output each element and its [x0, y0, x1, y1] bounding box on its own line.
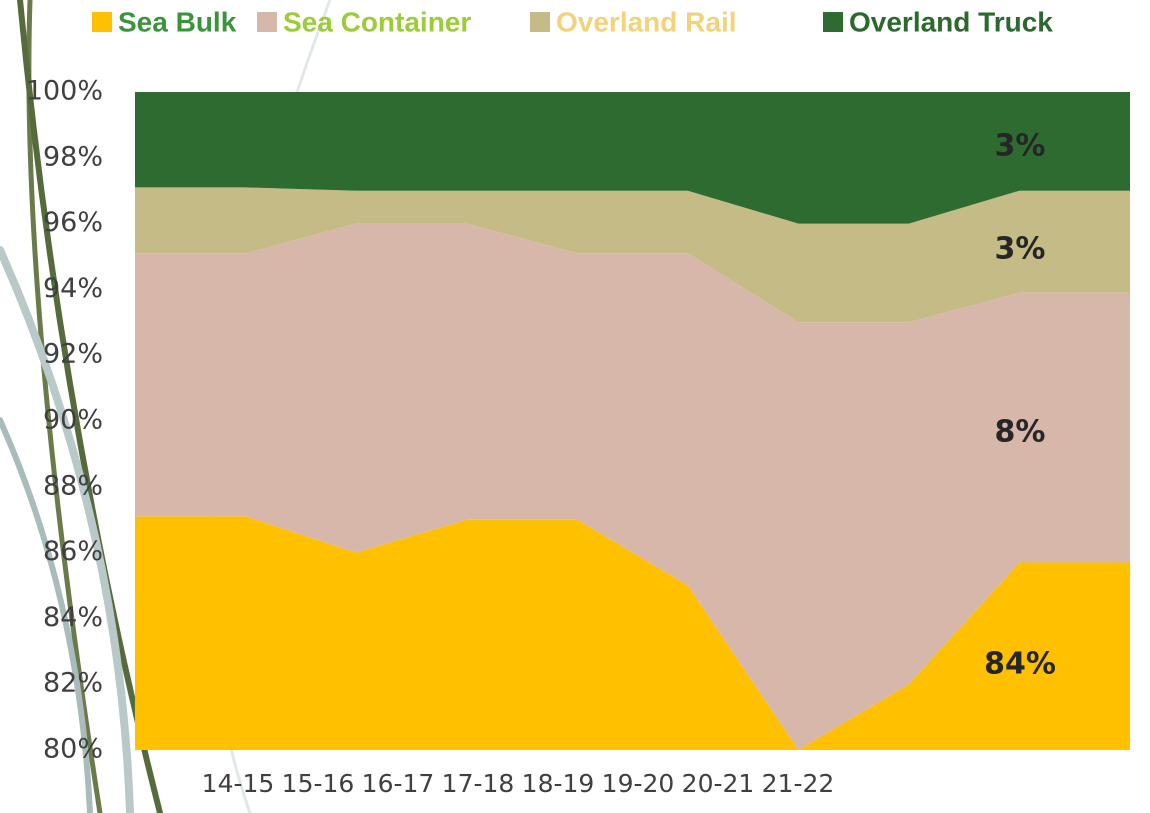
y-tick-label: 90% [43, 405, 103, 436]
x-tick-label: 15-16 [282, 769, 355, 798]
legend-label: Overland Truck [849, 6, 1053, 37]
legend-swatch [530, 12, 550, 32]
annotation: 3% [995, 232, 1046, 267]
y-tick-label: 98% [43, 141, 103, 172]
x-tick-label: 21-22 [762, 769, 835, 798]
y-tick-label: 96% [43, 207, 103, 238]
annotation: 3% [995, 129, 1046, 164]
chart: 80%82%84%86%88%90%92%94%96%98%100%14-151… [0, 0, 1150, 813]
legend-swatch [92, 12, 112, 32]
x-tick-label: 18-19 [522, 769, 595, 798]
y-tick-label: 84% [43, 602, 103, 633]
x-tick-label: 20-21 [682, 769, 755, 798]
y-tick-label: 92% [43, 339, 103, 370]
annotation: 8% [995, 415, 1046, 450]
legend-swatch [257, 12, 277, 32]
annotation: 84% [984, 647, 1056, 682]
legend-swatch [823, 12, 843, 32]
legend-label: Sea Container [283, 6, 471, 37]
y-tick-label: 88% [43, 470, 103, 501]
y-tick-label: 100% [26, 76, 103, 107]
x-tick-label: 17-18 [442, 769, 515, 798]
y-tick-label: 80% [43, 734, 103, 765]
y-tick-label: 94% [43, 273, 103, 304]
plot-area [135, 92, 1130, 755]
legend-label: Sea Bulk [118, 6, 237, 37]
legend-label: Overland Rail [556, 6, 737, 37]
y-tick-label: 82% [43, 668, 103, 699]
x-tick-label: 16-17 [362, 769, 435, 798]
x-tick-label: 14-15 [202, 769, 275, 798]
x-tick-label: 19-20 [602, 769, 675, 798]
y-tick-label: 86% [43, 536, 103, 567]
